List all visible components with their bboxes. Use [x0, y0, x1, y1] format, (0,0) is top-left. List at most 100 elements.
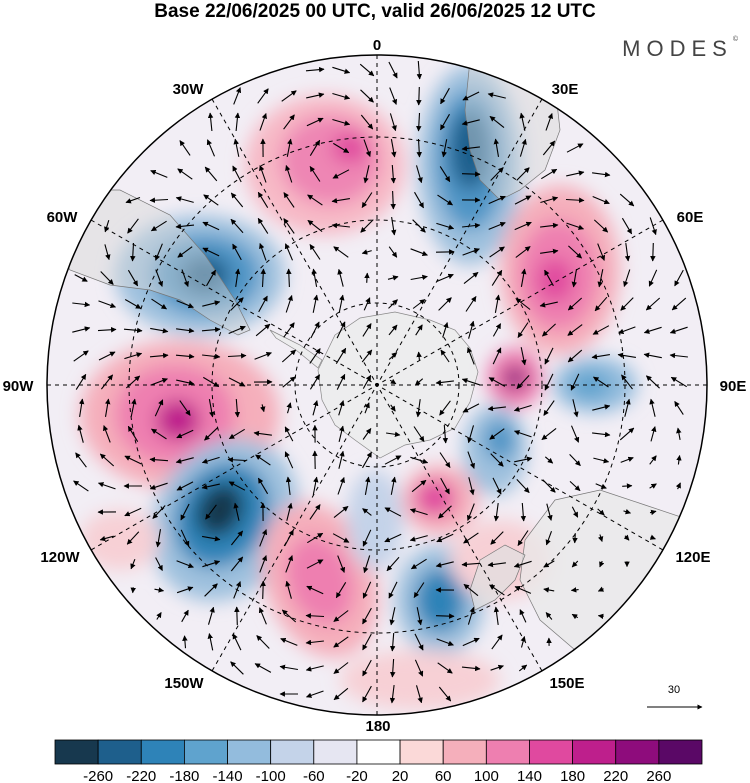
wind-vector-arrow [516, 167, 530, 181]
wind-vector-arrow [364, 272, 370, 283]
wind-vector-arrow [176, 379, 195, 386]
wind-vector-arrow [155, 557, 163, 571]
wind-vector-arrow [645, 297, 661, 311]
wind-vector-arrow [227, 353, 247, 359]
wind-vector-arrow [362, 374, 372, 389]
wind-vector-arrow [77, 424, 84, 443]
wind-vector-arrow [437, 662, 453, 674]
wind-vector-arrow [415, 165, 423, 184]
wind-vector-arrow [98, 351, 116, 361]
wind-vector-arrow [150, 327, 169, 334]
lon-label-90w: 90W [3, 378, 35, 395]
lon-label-30w: 30W [173, 81, 205, 98]
antarctica-landmass [317, 311, 479, 459]
wind-vector-arrow [260, 404, 266, 413]
colorbar-swatch [54, 739, 99, 765]
wind-vector-arrow [175, 223, 195, 230]
wind-vector-arrow [362, 685, 372, 703]
wind-vector-arrow [597, 586, 605, 592]
wind-vector-arrow [435, 379, 454, 386]
wind-vector-arrow [176, 429, 194, 439]
wind-vector-arrow [154, 243, 163, 261]
wind-vector-arrow [463, 583, 479, 597]
wind-vector-arrow [331, 197, 350, 204]
wind-vector-arrow [207, 606, 215, 625]
wind-vector-arrow [467, 425, 475, 444]
wind-vector-arrow [389, 378, 397, 385]
wind-vector-arrow [488, 377, 506, 387]
wind-vector-arrow [176, 327, 195, 334]
lon-label-30e: 30E [552, 81, 579, 98]
wind-vector-arrow [336, 321, 346, 339]
wind-vector-arrow [206, 269, 216, 287]
wind-vector-arrow [519, 609, 527, 623]
wind-vector-arrow [204, 583, 218, 597]
wind-vector-arrow [649, 534, 656, 540]
wind-vector-arrow [100, 271, 114, 285]
wind-vector-arrow [362, 581, 372, 599]
wind-vector-arrow [338, 450, 345, 469]
wind-vector-arrow [649, 455, 657, 465]
wind-vector-arrow [388, 352, 398, 360]
colorbar-swatch [572, 739, 617, 765]
wind-vector-arrow [390, 164, 397, 184]
wind-vector-arrow [568, 245, 583, 259]
wind-vector-arrow [619, 193, 635, 207]
wind-vector-arrow [389, 658, 396, 678]
wind-vector-arrow [592, 404, 611, 411]
wind-vector-arrow [280, 637, 298, 646]
wind-vector-arrow [286, 402, 292, 414]
wind-vector-arrow [468, 477, 475, 496]
wind-vector-arrow [233, 502, 240, 521]
wind-vector-arrow [279, 664, 298, 671]
wind-vector-arrow [491, 269, 503, 286]
wind-vector-arrow [203, 194, 219, 206]
colorbar-swatch [399, 739, 444, 765]
wind-vector-arrow [338, 294, 345, 313]
colorbar-swatch [615, 739, 660, 765]
wind-vector-arrow [202, 353, 221, 360]
wind-vector-arrow [285, 294, 293, 313]
wind-vector-arrow [436, 222, 455, 230]
wind-vector-arrow [234, 398, 241, 418]
wind-vector-arrow [230, 556, 244, 572]
wind-vector-arrow [126, 531, 140, 545]
wind-vector-arrow [284, 451, 294, 469]
wind-vector-arrow [179, 140, 191, 156]
wind-vector-arrow [206, 139, 216, 157]
wind-vector-arrow [390, 404, 396, 412]
wind-vector-arrow [517, 530, 529, 546]
wind-vector-arrow [306, 585, 324, 595]
colorbar-tick-label: -260 [83, 768, 113, 783]
wind-vector-arrow [618, 326, 636, 334]
wind-vector-arrow [283, 218, 295, 234]
wind-vector-arrow [233, 138, 240, 157]
wind-vector-arrow [513, 430, 532, 438]
wind-vector-arrow [259, 529, 268, 547]
wind-vector-arrow [255, 323, 271, 337]
wind-vector-arrow [124, 507, 142, 517]
wind-vector-arrow [362, 428, 372, 440]
wind-vector-arrow [149, 197, 169, 203]
wind-vector-arrow [542, 479, 556, 493]
wind-vector-arrow [597, 269, 604, 288]
wind-vector-arrow [332, 533, 350, 543]
wind-vector-arrow [565, 197, 585, 203]
wind-vector-arrow [312, 476, 319, 495]
wind-vector-arrow [78, 398, 85, 417]
wind-vector-arrow [675, 482, 681, 490]
wind-vector-arrow [543, 400, 555, 416]
wind-vector-arrow [127, 269, 139, 287]
wind-vector-arrow [388, 324, 398, 336]
colorbar-swatch [529, 739, 574, 765]
wind-vector-arrow [436, 533, 454, 543]
wind-vector-arrow [439, 452, 451, 468]
wind-vector-arrow [149, 352, 169, 359]
wind-vector-arrow [154, 587, 165, 593]
wind-vector-arrow [571, 613, 579, 620]
wind-vector-arrow [305, 690, 324, 698]
wind-vector-arrow [543, 587, 555, 593]
wind-vector-arrow [202, 535, 221, 542]
wind-vector-arrow [306, 117, 324, 127]
